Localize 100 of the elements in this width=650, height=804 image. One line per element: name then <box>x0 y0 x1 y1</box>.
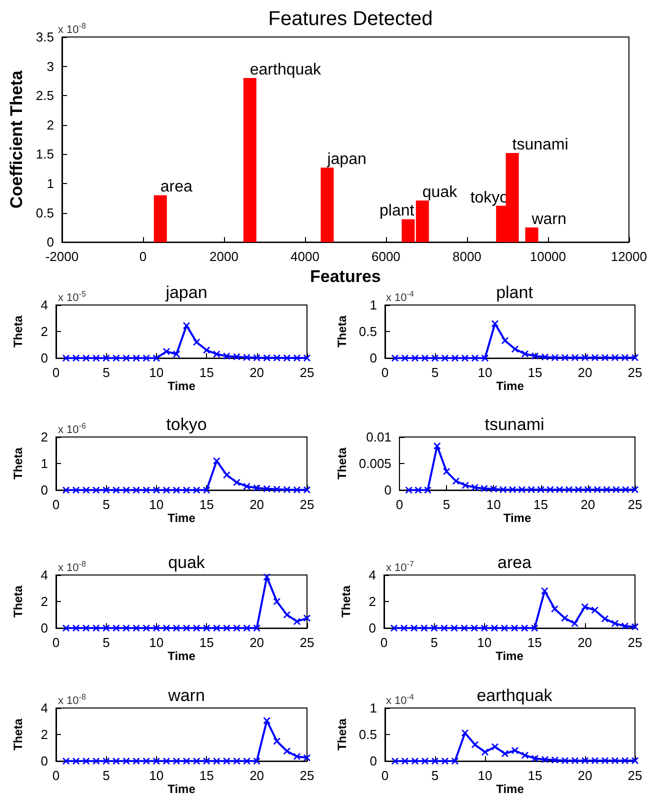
y-tick-label: 1.5 <box>36 146 54 162</box>
x-tick-label: 25 <box>300 365 314 380</box>
point <box>203 624 210 632</box>
annotation: earthquak <box>250 62 322 79</box>
y-tick-label: 0.5 <box>358 324 377 340</box>
y-tick-label: 2 <box>40 430 48 444</box>
point <box>441 354 448 362</box>
point <box>390 624 398 632</box>
x-tick-label: 25 <box>300 497 314 512</box>
y-tick-label: 0.5 <box>358 727 377 742</box>
point <box>172 486 180 494</box>
point <box>521 350 528 358</box>
x-tick-label: 10 <box>478 768 492 784</box>
point <box>112 354 120 362</box>
bar <box>320 168 334 242</box>
x-tick-label: 20 <box>580 497 596 512</box>
y-axis-title: Theta <box>335 447 349 480</box>
chart-title: earthquak <box>476 686 553 705</box>
point <box>410 624 418 632</box>
point <box>491 320 498 328</box>
annotation: warn <box>530 210 566 228</box>
point <box>424 486 432 494</box>
point <box>152 486 160 494</box>
point <box>420 624 428 632</box>
point <box>621 622 628 630</box>
point <box>581 354 588 362</box>
point <box>183 322 190 330</box>
y-axis-title: Theta <box>11 447 25 480</box>
point <box>581 757 588 764</box>
point <box>471 741 478 748</box>
y-tick-label: 0.005 <box>358 456 392 472</box>
bar <box>243 78 256 242</box>
point <box>591 757 598 764</box>
chart-title: japan <box>164 283 208 302</box>
point <box>293 486 300 494</box>
chart-title: tsunami <box>484 415 544 434</box>
x-tick-label: 10 <box>149 768 164 784</box>
x-tick-label: 5 <box>102 635 110 650</box>
point <box>172 624 180 632</box>
point <box>283 486 290 494</box>
x-axis-title: Features <box>310 267 381 286</box>
annotation: plant <box>380 202 415 220</box>
x-tick-label: 10 <box>149 635 164 650</box>
point <box>293 618 300 625</box>
annotation: japan <box>326 151 366 168</box>
point <box>263 717 270 724</box>
y-tick-label: 2 <box>368 594 376 610</box>
point <box>283 748 290 755</box>
x-axis-title: Time <box>168 511 196 525</box>
point <box>62 354 70 362</box>
x-axis-title: Time <box>168 782 196 796</box>
point <box>421 354 428 362</box>
x-tick-label: 4000 <box>290 249 320 264</box>
point <box>162 758 170 765</box>
point <box>223 758 230 765</box>
point <box>541 587 548 594</box>
y-axis-title: Theta <box>11 585 25 618</box>
point <box>490 486 498 493</box>
point <box>591 606 598 614</box>
point <box>451 758 458 765</box>
point <box>172 350 180 358</box>
point <box>518 486 526 494</box>
y-tick-label: 4 <box>40 568 48 582</box>
point <box>440 624 448 632</box>
point <box>480 485 488 492</box>
point <box>273 354 280 362</box>
y-tick-label: 4 <box>40 700 48 716</box>
x-tick-label: 25 <box>300 768 314 784</box>
x-tick-label: 25 <box>628 365 642 380</box>
point <box>233 478 240 486</box>
point <box>293 354 300 362</box>
point <box>102 486 110 494</box>
point <box>584 486 592 494</box>
x-axis-title: Time <box>503 511 532 525</box>
point <box>193 758 200 765</box>
point <box>434 442 441 450</box>
point <box>283 354 290 362</box>
point <box>521 752 528 759</box>
x-tick-label: 5 <box>431 768 439 784</box>
x-tick-label: 15 <box>199 365 214 380</box>
point <box>162 486 170 494</box>
x-axis-title: Time <box>168 379 196 393</box>
point <box>556 486 564 494</box>
point <box>612 486 620 494</box>
point <box>551 756 558 764</box>
point <box>581 603 588 610</box>
point <box>500 624 508 632</box>
point <box>112 486 120 494</box>
point <box>112 624 120 632</box>
point <box>571 620 578 627</box>
point <box>551 605 558 612</box>
point <box>162 348 170 355</box>
point <box>521 624 528 632</box>
point <box>72 486 80 494</box>
x-tick-label: 25 <box>300 635 314 650</box>
point <box>470 624 478 632</box>
y-axis-title: Theta <box>11 718 25 751</box>
point <box>611 620 618 627</box>
x-tick-label: 25 <box>628 768 642 784</box>
y-tick-label: 0 <box>46 234 54 250</box>
